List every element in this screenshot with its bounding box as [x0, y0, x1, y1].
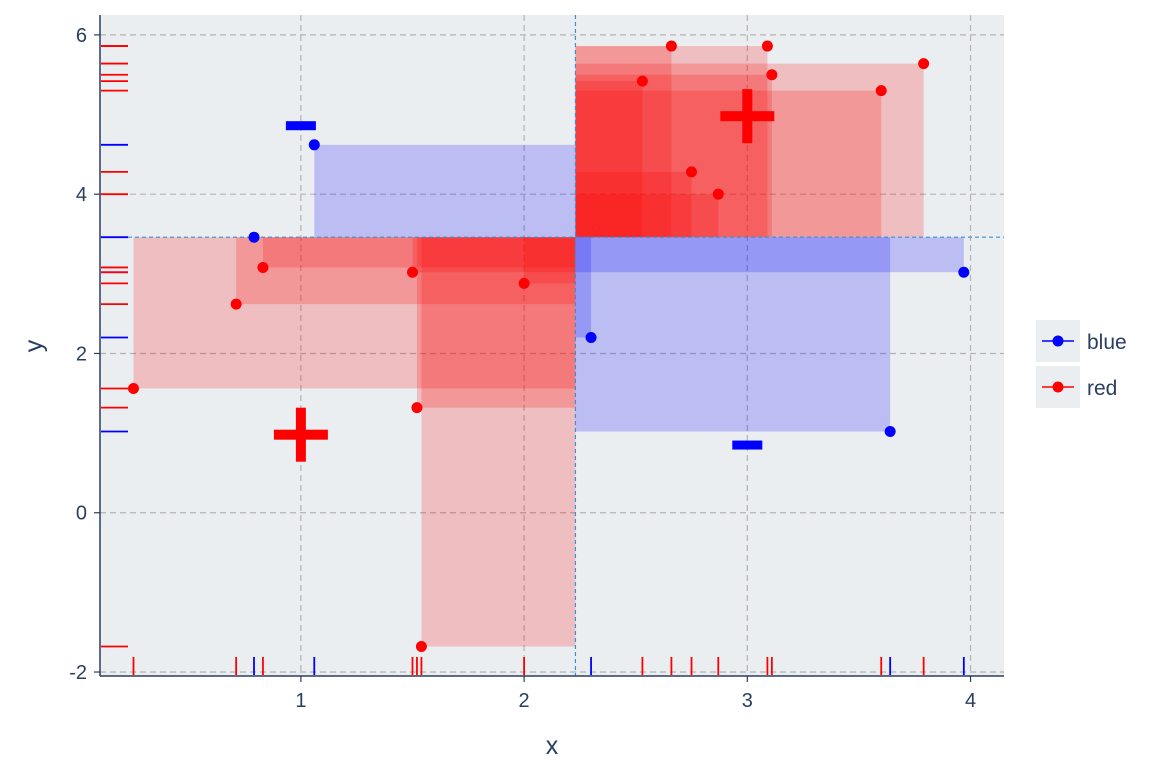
- deviation-rect-red: [412, 237, 576, 273]
- point-red: [411, 402, 423, 414]
- point-red: [918, 58, 930, 70]
- point-red: [665, 40, 677, 52]
- point-red: [636, 75, 648, 87]
- point-red: [875, 85, 887, 97]
- y-axis-title: y: [20, 339, 48, 352]
- x-tick-label: 1: [295, 690, 306, 712]
- y-tick-label: 0: [76, 503, 87, 525]
- deviation-rect-red: [575, 74, 772, 238]
- deviation-rect-red: [575, 46, 672, 238]
- plus-marker-red: [742, 89, 753, 144]
- point-blue: [884, 426, 896, 438]
- point-blue: [308, 139, 320, 151]
- legend-label: red: [1087, 377, 1117, 400]
- deviation-rect-red: [236, 237, 576, 305]
- y-tick-label: 6: [76, 25, 87, 47]
- point-red: [127, 383, 139, 395]
- legend-label: blue: [1087, 331, 1127, 354]
- y-tick-label: 2: [76, 343, 87, 365]
- point-blue: [248, 231, 260, 243]
- deviation-rect-blue: [575, 237, 891, 432]
- point-red: [761, 40, 773, 52]
- deviation-rect-red: [421, 237, 576, 647]
- data-points: [127, 40, 970, 653]
- deviation-rectangles: [133, 46, 964, 647]
- point-blue: [958, 266, 970, 278]
- point-red: [518, 277, 530, 289]
- deviation-rect-red: [524, 237, 576, 284]
- legend-marker: [1052, 381, 1064, 393]
- minus-marker-blue: [732, 440, 763, 450]
- minus-marker-blue: [285, 121, 316, 131]
- point-red: [257, 261, 269, 273]
- deviation-rect-red: [575, 81, 643, 238]
- rug-marks: [101, 45, 965, 675]
- point-red: [686, 166, 698, 178]
- legend-marker: [1052, 335, 1064, 347]
- deviation-rect-blue: [575, 237, 592, 338]
- deviation-rect-red: [262, 237, 576, 268]
- plot-background: [100, 15, 1004, 676]
- point-red: [406, 266, 418, 278]
- point-red: [230, 298, 242, 310]
- point-red: [766, 69, 778, 81]
- deviation-rect-red: [416, 237, 576, 408]
- deviation-rect-red: [575, 171, 692, 238]
- deviation-rect-red: [575, 46, 768, 238]
- x-axis-title: x: [546, 732, 559, 760]
- x-tick-label: 3: [742, 690, 753, 712]
- point-red: [712, 188, 724, 200]
- deviation-rect-red: [575, 194, 719, 238]
- deviation-rect-blue: [314, 144, 576, 238]
- x-tick-label: 2: [519, 690, 530, 712]
- legend: blue red: [1036, 320, 1127, 408]
- y-tick-label: -2: [69, 662, 87, 684]
- y-tick-label: 4: [76, 184, 87, 206]
- point-blue: [585, 332, 597, 344]
- x-tick-label: 4: [965, 690, 976, 712]
- plus-marker-red: [295, 407, 306, 462]
- deviation-rect-red: [133, 237, 576, 389]
- axes: 1 2 3 4 -2 0 2 4 6: [69, 15, 1004, 712]
- summary-markers: [273, 89, 775, 462]
- point-red: [415, 641, 427, 653]
- deviation-rect-blue: [575, 237, 964, 273]
